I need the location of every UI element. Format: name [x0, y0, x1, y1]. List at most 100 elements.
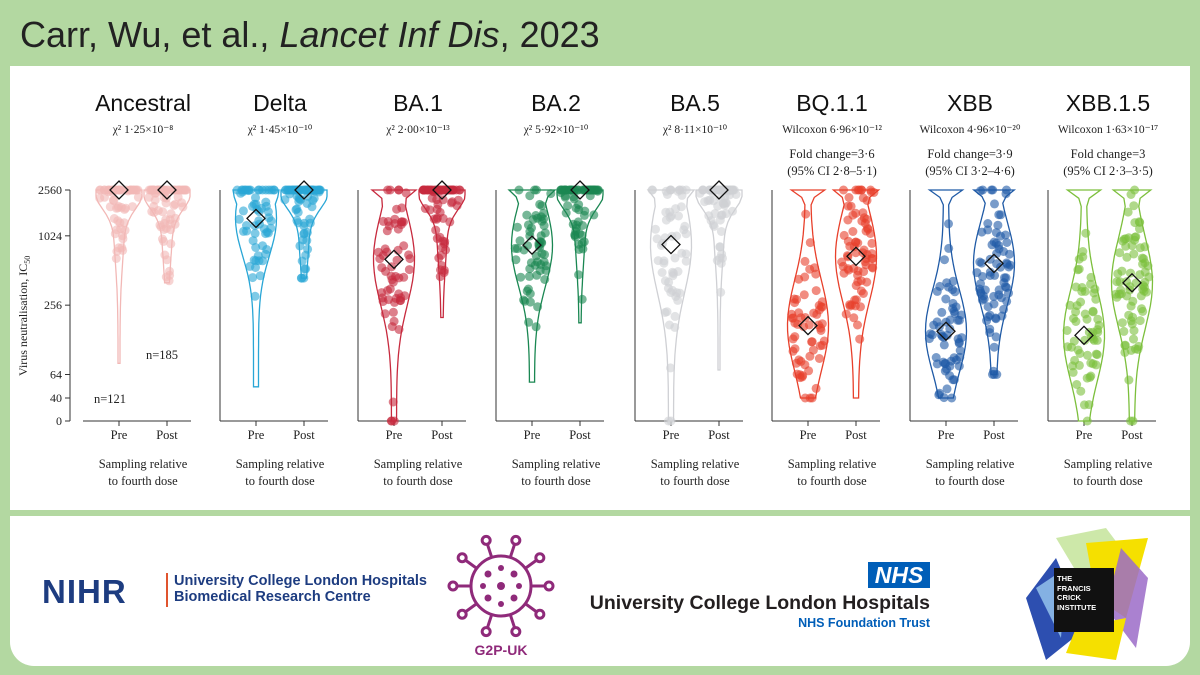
data-point — [244, 186, 253, 196]
data-point — [1135, 218, 1145, 227]
data-point — [941, 294, 951, 304]
data-point — [159, 185, 169, 195]
data-point — [579, 185, 589, 195]
data-point — [133, 185, 143, 195]
data-point — [440, 239, 449, 249]
y-axis-label-subscript: 50 — [23, 256, 32, 264]
data-point — [954, 315, 964, 325]
data-point — [522, 210, 532, 220]
data-point — [800, 272, 810, 282]
data-point — [375, 254, 385, 264]
data-point — [954, 338, 964, 348]
data-point — [934, 390, 944, 400]
median-diamond — [661, 234, 681, 255]
panel-test-stat: Wilcoxon 4·96×10⁻²⁰ — [920, 124, 1021, 136]
x-axis-label: Sampling relative — [236, 457, 325, 471]
data-point — [983, 312, 993, 322]
data-point — [849, 313, 859, 323]
data-point — [1069, 336, 1079, 346]
virus-spike — [485, 543, 494, 558]
data-point — [390, 297, 399, 307]
data-point — [662, 307, 672, 317]
data-point — [568, 219, 578, 229]
data-point — [659, 258, 669, 268]
n-label-post: n=185 — [146, 348, 178, 362]
data-point — [389, 416, 399, 426]
data-point — [858, 193, 868, 203]
data-point — [1138, 259, 1148, 269]
median-diamond — [294, 180, 314, 200]
data-point — [118, 234, 128, 244]
data-point — [105, 202, 115, 212]
data-point — [940, 255, 949, 265]
data-point — [530, 260, 540, 270]
group-label: Post — [1121, 428, 1143, 442]
data-point — [1090, 284, 1100, 294]
median-diamond — [709, 180, 729, 200]
data-point — [1119, 326, 1129, 336]
data-point — [728, 206, 737, 216]
data-point — [431, 225, 441, 235]
virus-spike-tip — [510, 626, 522, 638]
data-point — [851, 281, 861, 290]
data-point — [531, 211, 541, 220]
x-axis-label: Sampling relative — [788, 457, 877, 471]
data-point — [868, 254, 878, 264]
group-label: Post — [983, 428, 1005, 442]
data-point — [1115, 248, 1125, 258]
data-point — [156, 222, 166, 232]
data-point — [801, 209, 811, 219]
data-point — [997, 311, 1007, 321]
data-point — [454, 185, 464, 195]
data-point — [1071, 317, 1081, 326]
data-point — [166, 209, 176, 219]
crick-logo: THE FRANCIS CRICK INSTITUTE — [1026, 528, 1148, 660]
data-point — [955, 346, 965, 355]
virus-spike — [508, 543, 517, 558]
data-point — [716, 287, 726, 297]
data-point — [1144, 272, 1154, 282]
data-point — [1135, 243, 1145, 253]
data-point — [1117, 318, 1127, 328]
median-diamond — [384, 249, 404, 270]
data-point — [178, 202, 188, 212]
data-point — [1065, 300, 1075, 310]
virus-spike-tip — [456, 552, 468, 564]
g2p-logo: G2P-UK — [446, 534, 556, 662]
data-point — [514, 185, 524, 195]
data-point — [715, 242, 725, 252]
data-point — [249, 255, 259, 265]
x-axis-label: to fourth dose — [660, 474, 730, 488]
data-point — [291, 205, 301, 215]
data-point — [1088, 359, 1098, 369]
group-label: Pre — [800, 428, 817, 442]
virus-spike-tip — [534, 608, 546, 620]
data-point — [1091, 349, 1101, 359]
group-label: Pre — [248, 428, 265, 442]
data-point — [510, 243, 520, 253]
panel-test-stat: Wilcoxon 1·63×10⁻¹⁷ — [1058, 124, 1158, 136]
median-diamond — [984, 253, 1004, 274]
data-point — [800, 360, 810, 370]
data-point — [1138, 284, 1148, 294]
data-point — [556, 185, 566, 195]
data-point — [996, 262, 1005, 272]
data-point — [978, 272, 988, 281]
y-tick-label: 0 — [56, 414, 62, 428]
data-point — [574, 270, 584, 280]
data-point — [989, 370, 999, 379]
panel-fold-change: (95% CI 3·2–4·6) — [925, 164, 1015, 178]
data-point — [525, 227, 535, 237]
group-label: Pre — [938, 428, 955, 442]
panel-title: BQ.1.1 — [796, 90, 868, 116]
x-axis-label: Sampling relative — [512, 457, 601, 471]
virus-spike — [464, 558, 478, 570]
data-point — [672, 288, 682, 298]
data-point — [380, 309, 390, 319]
data-point — [298, 235, 308, 245]
data-point — [805, 238, 815, 248]
data-point — [170, 219, 180, 229]
data-point — [867, 238, 877, 248]
data-point — [111, 254, 121, 263]
virus-spike — [508, 614, 517, 629]
